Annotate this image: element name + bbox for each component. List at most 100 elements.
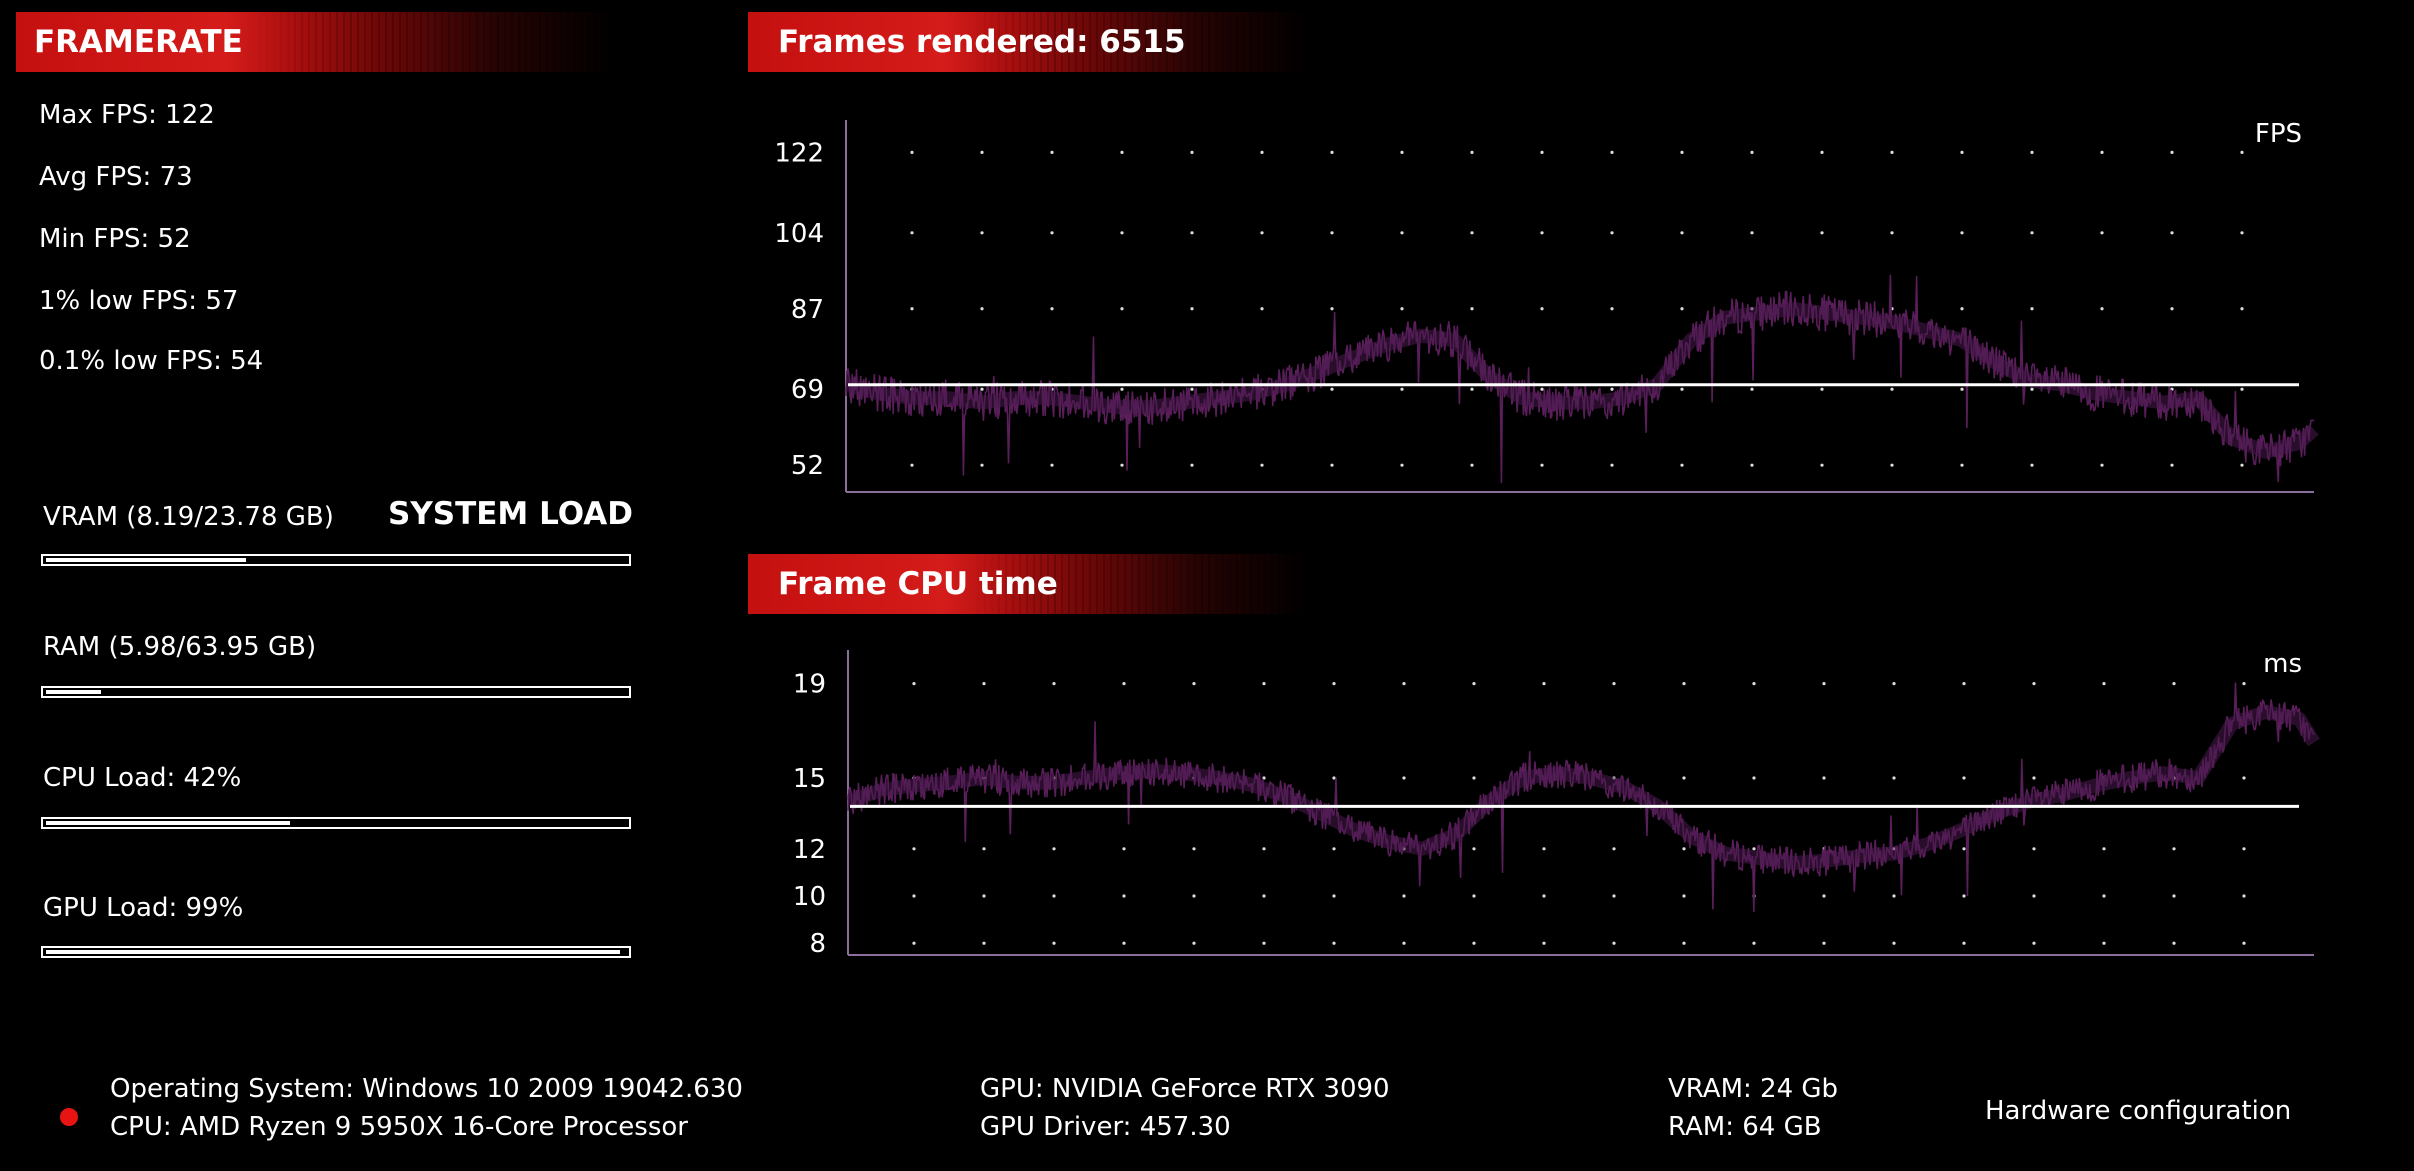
fps-grid-dot xyxy=(1680,150,1684,154)
fps-grid-dot xyxy=(1820,231,1824,235)
fps-grid-dot xyxy=(1400,231,1404,235)
fps-grid-dot xyxy=(1540,150,1544,154)
footer-gpu-info: GPU: NVIDIA GeForce RTX 3090 GPU Driver:… xyxy=(980,1070,1390,1146)
cpu-grid-dot xyxy=(1472,847,1476,851)
cpu-grid-dot xyxy=(1332,847,1336,851)
cpu-grid-dot xyxy=(1402,894,1406,898)
fps-grid-dot xyxy=(1330,463,1334,467)
cpu-grid-dot xyxy=(1892,682,1896,686)
vram-load-label: VRAM (8.19/23.78 GB) xyxy=(43,502,334,532)
fps-grid-dot xyxy=(980,150,984,154)
cpu-grid-dot xyxy=(1682,776,1686,780)
cpu-grid-dot xyxy=(1542,941,1546,945)
cpu-grid-dot xyxy=(1052,682,1056,686)
cpu-grid-dot xyxy=(1962,847,1966,851)
fps-grid-dot xyxy=(1610,463,1614,467)
fps-grid-dot xyxy=(1050,307,1054,311)
fps-grid-dot xyxy=(1610,387,1614,391)
cpu-grid-dot xyxy=(982,682,986,686)
fps-ytick-label: 69 xyxy=(791,375,824,405)
os-info: Operating System: Windows 10 2009 19042.… xyxy=(110,1074,743,1104)
footer-system-info: Operating System: Windows 10 2009 19042.… xyxy=(110,1070,743,1146)
gpu-load-label: GPU Load: 99% xyxy=(43,893,244,923)
ram-info: RAM: 64 GB xyxy=(1668,1112,1822,1142)
cpu-grid-dot xyxy=(1892,894,1896,898)
fps-grid-dot xyxy=(1750,231,1754,235)
cpu-grid-dot xyxy=(912,682,916,686)
fps-chart: 52 69 87 104 122 FPS xyxy=(774,119,2319,493)
fps-series-line xyxy=(845,274,2315,484)
cpu-grid-dot xyxy=(1262,682,1266,686)
cpu-grid-dot xyxy=(912,941,916,945)
fps-grid-dot xyxy=(980,307,984,311)
cpu-grid-dot xyxy=(1682,941,1686,945)
fps-grid-dot xyxy=(1470,307,1474,311)
fps-grid-dot xyxy=(1610,150,1614,154)
cpu-grid-dot xyxy=(1752,847,1756,851)
fps-grid-dot xyxy=(910,307,914,311)
fps-grid-dot xyxy=(1400,150,1404,154)
cpu-grid-dot xyxy=(1822,682,1826,686)
fps-grid-dot xyxy=(910,463,914,467)
frames-rendered-title: Frames rendered: 6515 xyxy=(778,24,1186,60)
fps-grid-dot xyxy=(1820,150,1824,154)
cpu-grid-dot xyxy=(1822,894,1826,898)
fps-grid-dot xyxy=(1960,150,1964,154)
fps-grid-dot xyxy=(2030,387,2034,391)
fps-grid-dot xyxy=(2240,387,2244,391)
cpu-ytick-label: 19 xyxy=(793,670,826,700)
cpu-grid-dot xyxy=(1262,941,1266,945)
ram-load-fill xyxy=(46,690,101,694)
cpu-grid-dot xyxy=(1472,894,1476,898)
cpu-grid-dot xyxy=(2242,941,2246,945)
min-fps: Min FPS: 52 xyxy=(39,224,191,254)
cpu-grid-dot xyxy=(1472,776,1476,780)
cpu-grid-dot xyxy=(1752,941,1756,945)
cpu-grid-dot xyxy=(912,894,916,898)
cpu-info: CPU: AMD Ryzen 9 5950X 16-Core Processor xyxy=(110,1112,688,1142)
fps-grid-dot xyxy=(1190,307,1194,311)
fps-grid-dot xyxy=(1680,307,1684,311)
ram-load-bar xyxy=(41,686,631,698)
cpu-grid-dot xyxy=(1052,894,1056,898)
fps-ytick-label: 87 xyxy=(791,295,824,325)
cpu-grid-dot xyxy=(1052,941,1056,945)
cpu-grid-dot xyxy=(1612,682,1616,686)
cpu-grid-dot xyxy=(2242,682,2246,686)
fps-grid-dot xyxy=(2030,231,2034,235)
fps-grid-dot xyxy=(1960,387,1964,391)
hardware-configuration-label: Hardware configuration xyxy=(1985,1096,2292,1126)
cpu-grid-dot xyxy=(1472,941,1476,945)
cpu-grid-dot xyxy=(1892,941,1896,945)
cpu-grid-dot xyxy=(2172,682,2176,686)
fps-grid-dot xyxy=(1750,463,1754,467)
fps-grid-dot xyxy=(1610,307,1614,311)
fps-grid-dot xyxy=(2030,150,2034,154)
fps-grid-dot xyxy=(1050,231,1054,235)
fps-grid-dot xyxy=(1960,463,1964,467)
cpu-grid-dot xyxy=(2102,847,2106,851)
fps-grid-dot xyxy=(1120,150,1124,154)
fps-grid-dot xyxy=(1260,150,1264,154)
fps-grid-dot xyxy=(2240,150,2244,154)
fps-grid-dot xyxy=(1890,231,1894,235)
fps-grid-dot xyxy=(1190,387,1194,391)
fps-grid-dot xyxy=(980,387,984,391)
fps-grid-dot xyxy=(1050,463,1054,467)
vram-load-bar xyxy=(41,554,631,566)
fps-grid-dot xyxy=(1120,231,1124,235)
gpu-load-fill xyxy=(46,950,620,954)
cpu-grid-dot xyxy=(1402,776,1406,780)
fps-grid-dot xyxy=(2100,463,2104,467)
fps-grid-dot xyxy=(2240,463,2244,467)
fps-grid-dot xyxy=(1050,150,1054,154)
fps-grid-dot xyxy=(1470,231,1474,235)
cpu-grid-dot xyxy=(1752,776,1756,780)
cpu-grid-dot xyxy=(2242,776,2246,780)
fps-grid-dot xyxy=(1120,387,1124,391)
cpu-load-label: CPU Load: 42% xyxy=(43,763,242,793)
cpu-grid-dot xyxy=(1612,941,1616,945)
cpu-grid-dot xyxy=(1822,776,1826,780)
fps-grid-dot xyxy=(1330,150,1334,154)
fps-grid-dot xyxy=(1470,463,1474,467)
